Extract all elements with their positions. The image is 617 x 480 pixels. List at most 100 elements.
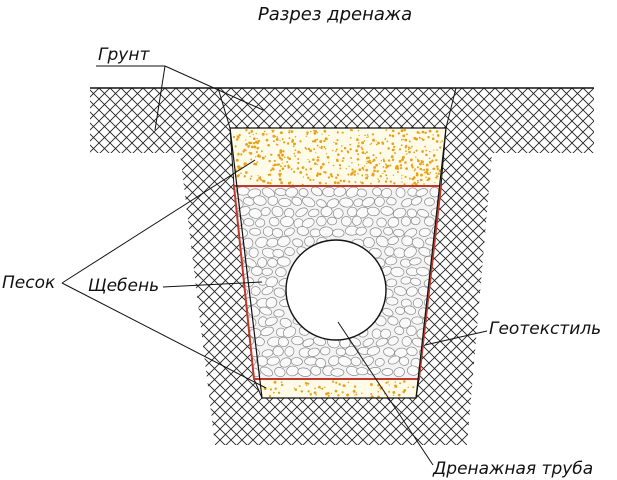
- sand-layer-top: [229, 127, 447, 187]
- sand-grain: [271, 179, 273, 181]
- sand-grain: [270, 153, 273, 156]
- sand-grain: [425, 149, 428, 152]
- sand-grain: [413, 169, 416, 172]
- sand-grain: [394, 384, 397, 388]
- sand-grain: [385, 174, 388, 177]
- gravel-stone: [395, 306, 405, 315]
- gravel-stone: [406, 286, 418, 297]
- sand-grain: [316, 158, 320, 162]
- sand-grain: [330, 174, 333, 178]
- sand-grain: [267, 143, 270, 147]
- sand-grain: [299, 140, 302, 143]
- gravel-stone: [316, 216, 327, 227]
- sand-grain: [341, 391, 344, 394]
- sand-grain: [345, 168, 347, 170]
- sand-grain: [278, 156, 282, 160]
- sand-grain: [428, 157, 431, 160]
- sand-grain: [425, 170, 429, 174]
- gravel-stone: [255, 218, 266, 228]
- sand-grain: [337, 394, 340, 397]
- sand-grain: [439, 146, 442, 149]
- sand-grain: [431, 137, 435, 140]
- sand-grain: [366, 134, 369, 136]
- sand-grain: [300, 390, 304, 393]
- sand-grain: [269, 169, 273, 172]
- sand-grain: [273, 159, 276, 162]
- sand-grain: [336, 131, 339, 134]
- sand-grain: [297, 157, 300, 161]
- sand-grain: [402, 380, 406, 383]
- sand-grain: [318, 146, 320, 148]
- sand-grain: [417, 159, 420, 163]
- sand-grain: [281, 138, 284, 141]
- sand-grain: [369, 161, 372, 165]
- sand-grain: [319, 140, 323, 144]
- sand-grain: [262, 179, 266, 183]
- sand-grain: [292, 145, 295, 148]
- gravel-stone: [283, 227, 295, 237]
- sand-grain: [365, 168, 369, 172]
- gravel-stone: [374, 358, 385, 367]
- sand-grain: [399, 164, 403, 167]
- sand-grain: [250, 130, 253, 133]
- sand-grain: [315, 152, 317, 154]
- sand-grain: [324, 386, 326, 389]
- sand-grain: [256, 179, 259, 182]
- sand-grain: [348, 165, 350, 167]
- gravel-stone: [369, 227, 382, 238]
- sand-grain: [383, 170, 386, 173]
- sand-grain: [351, 129, 353, 132]
- gravel-stone: [276, 256, 291, 267]
- sand-grain: [313, 139, 317, 143]
- gravel-stone: [322, 186, 336, 198]
- sand-grain: [361, 166, 364, 170]
- sand-grain: [299, 170, 303, 174]
- sand-grain: [278, 175, 281, 177]
- sand-grain: [331, 380, 335, 383]
- gravel-stone: [356, 188, 367, 198]
- sand-grain: [335, 150, 337, 153]
- sand-grain: [375, 163, 378, 167]
- sand-grain: [404, 175, 407, 178]
- sand-grain: [297, 161, 300, 165]
- gravel-stone: [412, 298, 423, 308]
- sand-grain: [363, 165, 366, 167]
- sand-grain: [427, 179, 429, 182]
- sand-grain: [316, 144, 319, 147]
- gravel-stone: [316, 199, 327, 208]
- sand-grain: [349, 148, 352, 151]
- gravel-stone: [242, 197, 255, 206]
- sand-grain: [279, 150, 283, 154]
- gravel-stone: [260, 207, 271, 217]
- gravel-stone: [301, 218, 315, 229]
- sand-grain: [277, 163, 281, 166]
- sand-grain: [370, 393, 373, 395]
- gravel-stone: [275, 267, 287, 278]
- sand-grain: [297, 150, 301, 154]
- sand-grain: [237, 152, 240, 155]
- gravel-stone: [381, 187, 393, 198]
- sand-grain: [272, 391, 275, 394]
- sand-grain: [340, 150, 343, 153]
- sand-grain: [408, 140, 411, 143]
- sand-grain: [367, 175, 369, 178]
- sand-grain: [318, 172, 322, 176]
- sand-grain: [342, 384, 346, 387]
- sand-grain: [321, 387, 324, 390]
- sand-grain: [379, 152, 382, 155]
- sand-grain: [358, 168, 362, 172]
- gravel-stone: [411, 316, 424, 325]
- sand-grain: [429, 150, 431, 153]
- gravel-stone: [248, 247, 259, 258]
- sand-grain: [276, 163, 279, 166]
- sand-grain: [306, 133, 309, 136]
- gravel-stone: [292, 238, 304, 248]
- sand-grain: [265, 133, 268, 136]
- gravel-stone: [401, 336, 412, 347]
- sand-grain: [313, 129, 316, 132]
- sand-grain: [249, 151, 253, 155]
- gravel-stone: [406, 346, 418, 356]
- gravel-stone: [401, 216, 411, 227]
- sand-grain: [389, 164, 392, 167]
